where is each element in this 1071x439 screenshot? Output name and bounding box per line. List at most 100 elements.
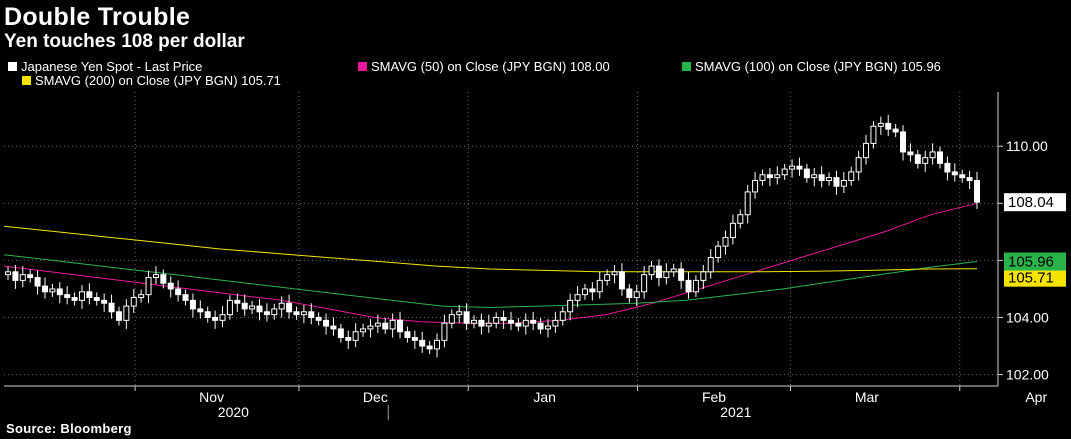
candle-body [300, 311, 307, 316]
candle-body [138, 294, 145, 299]
source-note: Source: Bloomberg [6, 421, 132, 436]
candle-body [589, 288, 596, 293]
candle-body [633, 291, 640, 299]
candle-body [522, 319, 529, 327]
candle-body [826, 177, 833, 181]
candle-body [397, 319, 404, 333]
candle-body [360, 328, 367, 333]
candle-body [130, 297, 137, 307]
candle-body [49, 288, 56, 293]
y-tick-label: 102.00 [1006, 367, 1049, 383]
candle-body [552, 319, 559, 327]
candle-body [774, 174, 781, 179]
candle-body [434, 339, 441, 350]
candle-body [152, 274, 159, 279]
candle-body [900, 131, 907, 153]
candle-body [123, 305, 130, 321]
candle-body [796, 165, 803, 170]
candle-body [404, 331, 411, 338]
candle-body [692, 279, 699, 293]
candle-body [611, 271, 618, 276]
candle-body [581, 288, 588, 296]
last-value-text: 105.96 [1008, 254, 1054, 271]
candle-body [885, 122, 892, 130]
candle-body [929, 151, 936, 159]
x-month-label: Feb [702, 389, 726, 405]
candle-body [914, 154, 921, 164]
candle-body [626, 288, 633, 299]
candle-body [330, 325, 337, 330]
candle-body [204, 311, 211, 318]
candle-body [286, 302, 293, 313]
candle-body [544, 325, 551, 330]
x-month-label: Mar [855, 389, 879, 405]
candle-body [337, 328, 344, 338]
candle-body [966, 177, 973, 181]
candle-body [226, 299, 233, 316]
candle-body [160, 274, 167, 284]
last-value-label: 105.71 [1004, 268, 1066, 287]
candle-body [249, 305, 256, 310]
candle-body [448, 314, 455, 324]
candle-body [263, 311, 270, 316]
candle-body [27, 274, 34, 279]
candle-body [471, 319, 478, 324]
candle-body [478, 319, 485, 327]
candle-body [485, 322, 492, 327]
candle-body [71, 297, 78, 301]
candle-body [959, 174, 966, 179]
candle-body [271, 308, 278, 316]
candle-body [752, 179, 759, 193]
candle-body [189, 299, 196, 310]
candle-body [855, 157, 862, 173]
candle-body [722, 237, 729, 247]
candle-body [715, 245, 722, 259]
candle-body [182, 294, 189, 301]
candle-body [19, 274, 26, 281]
candle-body [212, 316, 219, 321]
series-line-sma100 [3, 254, 978, 309]
candle-body [596, 279, 603, 293]
x-month-label: Apr [1025, 389, 1047, 405]
x-month-label: Dec [363, 389, 388, 405]
candle-body [811, 174, 818, 179]
candle-body [877, 122, 884, 127]
candle-body [64, 294, 71, 299]
candle-body [278, 302, 285, 310]
candle-body [789, 165, 796, 170]
candle-body [308, 311, 315, 318]
candle-body [641, 274, 648, 293]
candle-body [833, 177, 840, 187]
candle-body [426, 345, 433, 350]
legend-item-sma100: SMAVG (100) on Close (JPY BGN) 105.96 [682, 59, 941, 74]
candle-body [840, 179, 847, 187]
candle-body [197, 308, 204, 313]
candle-body [678, 268, 685, 281]
candle-body [367, 325, 374, 330]
candle-body [419, 339, 426, 347]
candle-body [515, 322, 522, 327]
y-tick-label: 104.00 [1006, 309, 1049, 325]
x-year-label: 2021 [720, 404, 751, 420]
candle-body [345, 336, 352, 341]
candle-body [700, 271, 707, 281]
legend-item-sma200: SMAVG (200) on Close (JPY BGN) 105.71 [22, 73, 281, 88]
legend-label-price: Japanese Yen Spot - Last Price [21, 59, 203, 74]
candle-body [115, 311, 122, 321]
candle-body [374, 322, 381, 327]
candle-body [907, 151, 914, 156]
candle-body [530, 319, 537, 324]
candle-body [456, 311, 463, 316]
last-value-label: 108.04 [1004, 193, 1066, 212]
candle-body [34, 277, 41, 287]
candle-body [93, 297, 100, 301]
price-candles [5, 114, 980, 358]
candle-body [441, 322, 448, 341]
candle-body [655, 265, 662, 279]
candle-body [56, 288, 63, 296]
legend-swatch-sma50 [358, 62, 367, 71]
candle-body [744, 191, 751, 216]
x-month-label: Jan [533, 389, 556, 405]
candle-body [937, 151, 944, 164]
